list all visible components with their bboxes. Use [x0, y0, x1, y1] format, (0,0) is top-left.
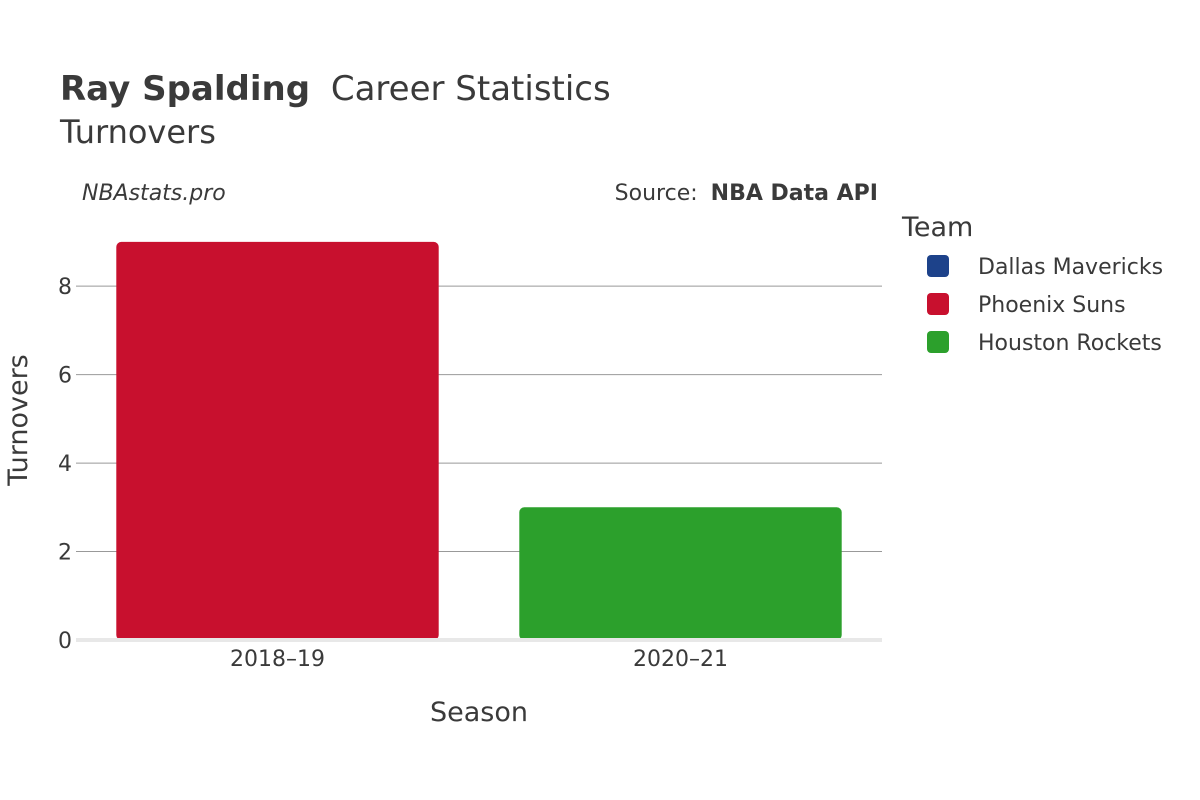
legend-label[interactable]: Phoenix Suns	[978, 293, 1126, 318]
site-credit: NBAstats.pro	[82, 181, 226, 206]
bar-2018–19[interactable]	[116, 241, 439, 640]
legend-title: Team	[901, 212, 973, 243]
y-axis-title: Turnovers	[3, 354, 34, 487]
y-tick-labels: 0 2 4 6 8	[58, 275, 72, 654]
legend-swatch[interactable]	[927, 331, 949, 353]
title-suffix: Career Statistics	[331, 69, 611, 109]
legend-swatch[interactable]	[927, 255, 949, 277]
x-tick-labels: 2018–19 2020–21	[230, 647, 728, 672]
bar-2020–21[interactable]	[519, 507, 842, 640]
legend-swatch[interactable]	[927, 293, 949, 315]
chart-subtitle: Turnovers	[59, 113, 216, 151]
source-credit: Source: NBA Data API	[615, 181, 878, 206]
player-name: Ray Spalding	[60, 69, 310, 109]
y-tick-label: 0	[58, 629, 72, 654]
legend-label[interactable]: Dallas Mavericks	[978, 255, 1163, 280]
y-tick-label: 4	[58, 452, 72, 477]
source-name: NBA Data API	[711, 181, 878, 206]
bars	[116, 241, 842, 640]
y-tick-label: 8	[58, 275, 72, 300]
source-label: Source:	[615, 181, 698, 206]
y-tick-label: 6	[58, 364, 72, 389]
y-tick-label: 2	[58, 541, 72, 566]
x-axis-title: Season	[430, 697, 528, 728]
chart-title: Ray Spalding Career Statistics	[60, 69, 611, 109]
legend: Dallas Mavericks Phoenix Suns Houston Rock…	[927, 255, 1163, 356]
x-tick-label: 2018–19	[230, 647, 325, 672]
legend-label[interactable]: Houston Rockets	[978, 331, 1162, 356]
x-tick-label: 2020–21	[633, 647, 728, 672]
